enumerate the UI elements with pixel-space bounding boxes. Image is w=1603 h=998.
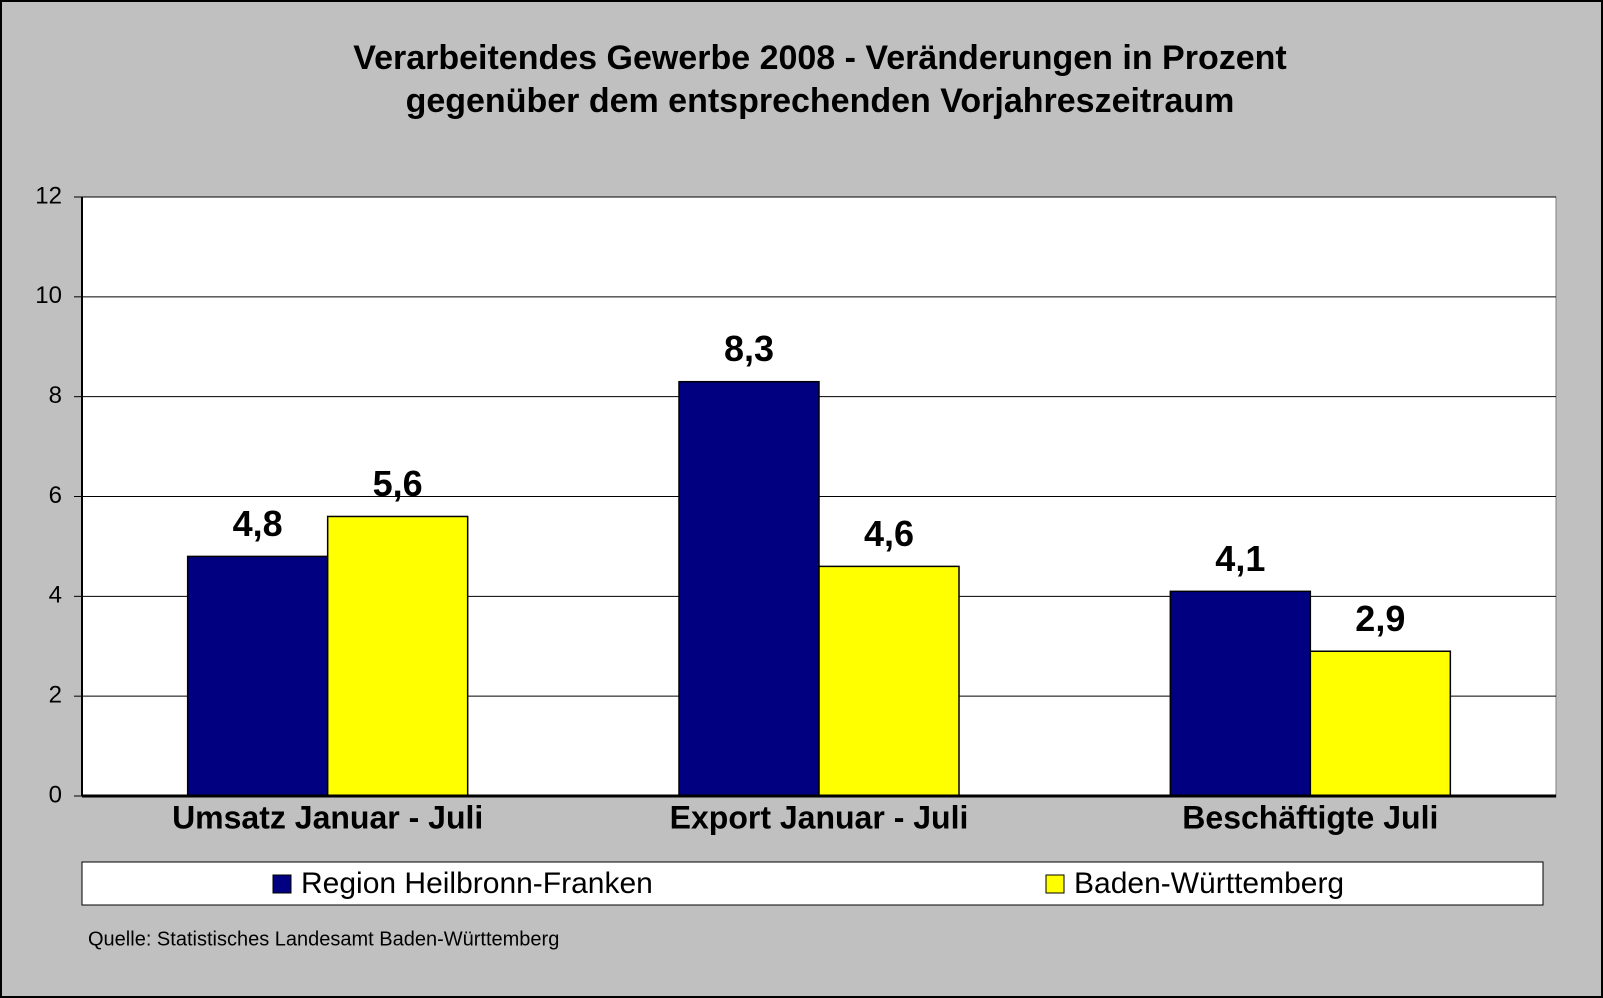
y-tick-label: 2 xyxy=(49,682,62,709)
chart-title: Verarbeitendes Gewerbe 2008 - Veränderun… xyxy=(353,39,1286,77)
y-tick-label: 12 xyxy=(35,182,62,209)
chart-title: gegenüber dem entsprechenden Vorjahresze… xyxy=(406,82,1235,120)
legend-swatch xyxy=(272,874,292,894)
legend-label: Baden-Württemberg xyxy=(1074,867,1344,900)
legend xyxy=(81,861,1544,906)
bar xyxy=(1169,590,1312,797)
bar xyxy=(678,380,820,797)
data-label: 5,6 xyxy=(373,463,423,504)
x-tick-label: Umsatz Januar - Juli xyxy=(172,799,483,835)
data-label: 4,1 xyxy=(1215,538,1265,579)
bar xyxy=(186,555,329,797)
bar xyxy=(1309,650,1452,797)
y-tick-label: 4 xyxy=(49,582,62,609)
y-tick-label: 10 xyxy=(35,282,62,309)
y-tick-label: 6 xyxy=(49,482,62,509)
data-label: 8,3 xyxy=(724,328,774,369)
data-label: 2,9 xyxy=(1355,598,1405,639)
x-tick-label: Export Januar - Juli xyxy=(670,799,969,835)
bar xyxy=(818,565,960,797)
y-tick-label: 8 xyxy=(49,382,62,409)
legend-swatch xyxy=(1045,874,1065,894)
legend-label: Region Heilbronn-Franken xyxy=(301,867,653,900)
x-tick-label: Beschäftigte Juli xyxy=(1182,799,1438,835)
bar xyxy=(326,515,469,797)
y-tick-label: 0 xyxy=(49,781,62,808)
source-note: Quelle: Statistisches Landesamt Baden-Wü… xyxy=(88,928,559,950)
data-label: 4,6 xyxy=(864,513,914,554)
data-label: 4,8 xyxy=(233,503,283,544)
